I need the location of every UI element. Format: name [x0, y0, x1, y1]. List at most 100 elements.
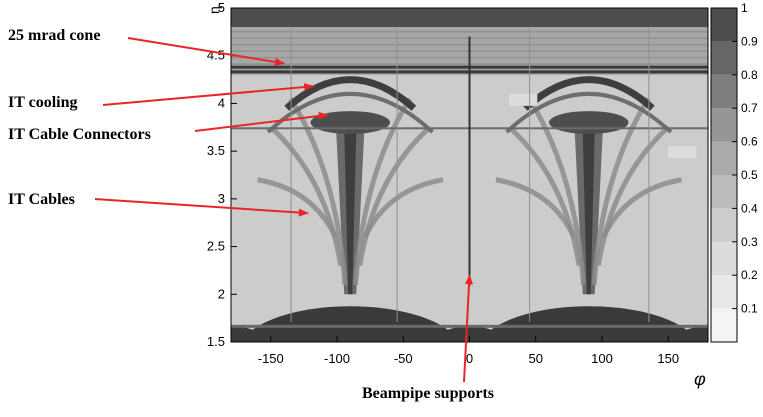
- beampipe-support-dot: [469, 257, 471, 260]
- beampipe-support-dot: [469, 226, 471, 229]
- beampipe-support-dot: [469, 194, 471, 197]
- beampipe-support-dot: [469, 51, 471, 54]
- beampipe-support-dot: [469, 228, 471, 231]
- beampipe-support-dot: [469, 117, 471, 120]
- colorbar-segment: [711, 309, 737, 342]
- beampipe-support-dot: [469, 114, 471, 117]
- beampipe-support-dot: [469, 85, 471, 88]
- x-tick-label: 100: [591, 351, 613, 366]
- beampipe-support-dot: [469, 71, 471, 74]
- y-tick-label: 3.5: [207, 143, 225, 158]
- beampipe-support-dot: [469, 165, 471, 168]
- annotation-cone-label: 25 mrad cone: [8, 27, 100, 45]
- colorbar-tick-label: 0.7: [741, 101, 758, 115]
- colorbar-tick-label: 0.8: [741, 68, 758, 82]
- beampipe-support-dot: [469, 143, 471, 146]
- beampipe-support-dot: [469, 220, 471, 223]
- beampipe-support-dot: [469, 105, 471, 108]
- colorbar-segment: [711, 8, 737, 41]
- beampipe-support-dot: [469, 260, 471, 263]
- y-tick-label: 1.5: [207, 334, 225, 349]
- colorbar-tick-label: 0.5: [741, 168, 758, 182]
- beampipe-support-dot: [469, 234, 471, 237]
- colorbar-tick-label: 0.3: [741, 235, 758, 249]
- beampipe-support-dot: [469, 123, 471, 126]
- beampipe-support-dot: [469, 243, 471, 246]
- beampipe-support-dot: [469, 231, 471, 234]
- beampipe-support-dot: [469, 82, 471, 85]
- x-tick-label: 0: [466, 351, 473, 366]
- beampipe-support-dot: [469, 183, 471, 186]
- colorbar-tick-label: 0.9: [741, 34, 758, 48]
- beampipe-support-dot: [469, 97, 471, 100]
- beampipe-support-dot: [469, 65, 471, 68]
- x-tick-label: -150: [258, 351, 284, 366]
- beampipe-support-dot: [469, 185, 471, 188]
- beampipe-support-dot: [469, 74, 471, 77]
- beampipe-support-dot: [469, 271, 471, 274]
- colorbar-segment: [711, 41, 737, 74]
- beampipe-support-dot: [469, 171, 471, 174]
- beampipe-support-dot: [469, 214, 471, 217]
- beampipe-support-dot: [469, 163, 471, 166]
- vertical-line: [648, 28, 649, 322]
- beampipe-support-dot: [469, 148, 471, 151]
- band-stripe: [231, 31, 708, 33]
- beampipe-support-dot: [469, 177, 471, 180]
- beampipe-support-dot: [469, 145, 471, 148]
- beampipe-support-dot: [469, 120, 471, 123]
- beampipe-support-dot: [469, 131, 471, 134]
- beampipe-support-dot: [469, 203, 471, 206]
- beampipe-support-dot: [469, 246, 471, 249]
- beampipe-support-dot: [469, 37, 471, 40]
- beampipe-support-dot: [469, 188, 471, 191]
- beampipe-support-dot: [469, 62, 471, 65]
- annotation-connectors-label: IT Cable Connectors: [8, 126, 151, 144]
- light-patch: [668, 146, 696, 158]
- colorbar-segment: [711, 275, 737, 308]
- vertical-line: [397, 28, 398, 322]
- beampipe-support-dot: [469, 223, 471, 226]
- beampipe-support-dot: [469, 240, 471, 243]
- beampipe-support-dot: [469, 168, 471, 171]
- beampipe-support-dot: [469, 100, 471, 103]
- light-patch: [655, 99, 683, 111]
- beampipe-support-dot: [469, 197, 471, 200]
- y-tick-label: 2: [218, 286, 225, 301]
- beampipe-support-dot: [469, 77, 471, 80]
- beampipe-support-dot: [469, 208, 471, 211]
- annotation-beampipe-label: Beampipe supports: [362, 385, 494, 403]
- x-axis-label: φ: [694, 369, 706, 389]
- beampipe-support-dot: [469, 111, 471, 114]
- colorbar: 0.10.20.30.40.50.60.70.80.91: [711, 1, 758, 342]
- beampipe-support-dot: [469, 45, 471, 48]
- colorbar-segment: [711, 208, 737, 241]
- beampipe-support-dot: [469, 80, 471, 83]
- beampipe-support-dot: [469, 125, 471, 128]
- beampipe-support-dot: [469, 254, 471, 257]
- colorbar-segment: [711, 242, 737, 275]
- cable-connector: [549, 111, 629, 134]
- x-tick-label: 150: [657, 351, 679, 366]
- beampipe-support-dot: [469, 68, 471, 71]
- beampipe-support-dot: [469, 128, 471, 131]
- beampipe-support-dot: [469, 248, 471, 251]
- beampipe-support-dot: [469, 151, 471, 154]
- beampipe-support-dot: [469, 48, 471, 51]
- beampipe-support-dot: [469, 160, 471, 163]
- vertical-line: [529, 28, 530, 322]
- vertical-line: [291, 28, 292, 322]
- beampipe-support-dot: [469, 269, 471, 272]
- beampipe-support-dot: [469, 140, 471, 143]
- light-patch: [509, 94, 537, 106]
- beampipe-support-dot: [469, 88, 471, 91]
- y-axis-label: η: [206, 6, 222, 14]
- x-tick-label: -50: [394, 351, 413, 366]
- beampipe-support-dot: [469, 237, 471, 240]
- colorbar-tick-label: 0.4: [741, 201, 758, 215]
- x-tick-label: -100: [324, 351, 350, 366]
- beampipe-support-dot: [469, 108, 471, 111]
- beampipe-support-dot: [469, 174, 471, 177]
- beampipe-support-dot: [469, 60, 471, 63]
- colorbar-tick-label: 0.2: [741, 268, 758, 282]
